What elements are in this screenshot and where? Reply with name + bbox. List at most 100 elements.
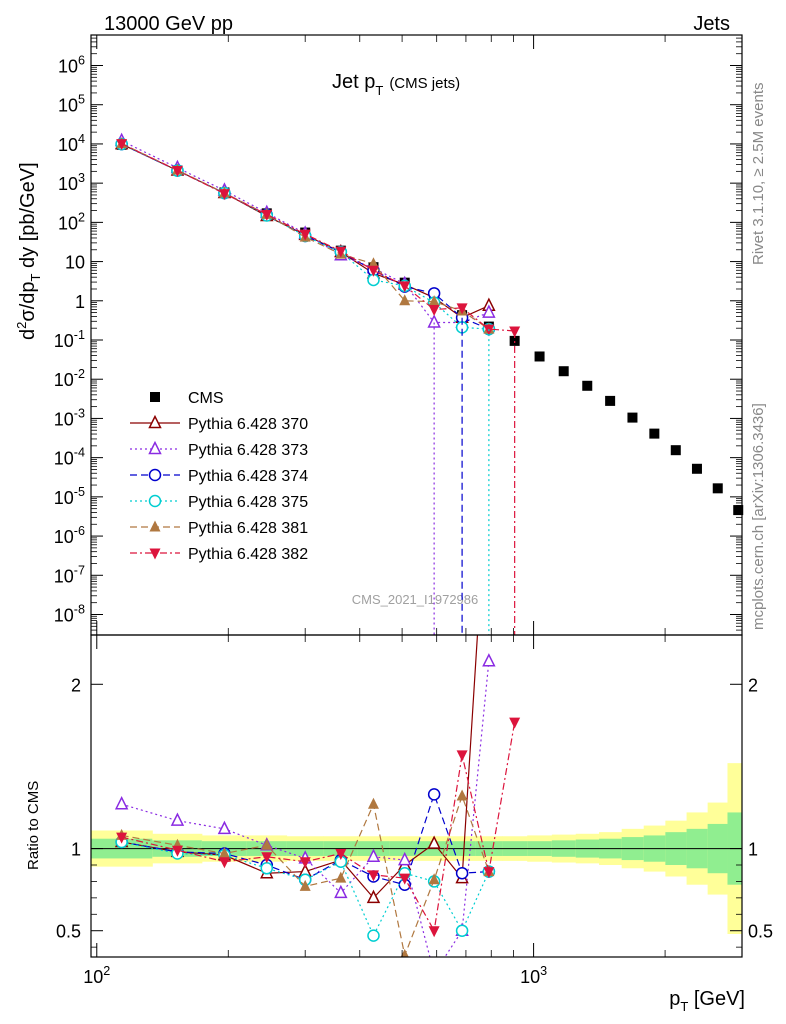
- main-point: [218, 189, 230, 201]
- main-series-line: [121, 143, 515, 332]
- x-axis-label: pT [GeV]: [669, 988, 745, 1014]
- main-point: [670, 445, 681, 456]
- ratio-point: [170, 812, 185, 826]
- main-point: [691, 463, 702, 474]
- ratio-point: [427, 835, 441, 849]
- legend-label: CMS: [188, 390, 224, 407]
- ratio-point: [260, 862, 274, 875]
- legend-entry-6: Pythia 6.428 382: [130, 546, 308, 563]
- legend-label: Pythia 6.428 381: [188, 520, 308, 537]
- ratio-point: [482, 653, 496, 667]
- axes-layer: 10-810-710-610-510-410-310-210-111010210…: [54, 34, 773, 987]
- ratio-point: [334, 884, 348, 899]
- ratio-series-1: [114, 653, 496, 957]
- main-y-tick-label: 10-5: [54, 485, 85, 508]
- main-point: [509, 335, 520, 346]
- main-point: [534, 351, 545, 362]
- collision-label: 13000 GeV pp: [104, 13, 233, 35]
- ratio-point: [367, 797, 379, 809]
- main-point: [335, 246, 347, 258]
- ratio-point: [399, 873, 411, 885]
- ratio-y-tick-label: 2: [71, 675, 81, 695]
- main-point: [627, 412, 638, 423]
- ratio-y-tick-label-right: 2: [748, 675, 758, 695]
- legend-marker: [148, 468, 162, 482]
- ratio-point: [400, 948, 409, 957]
- main-point: [649, 428, 660, 439]
- main-point: [428, 304, 440, 316]
- ratio-series-line: [121, 794, 490, 957]
- main-point: [605, 395, 616, 406]
- ratio-series-line: [121, 721, 516, 933]
- ratio-point: [366, 848, 381, 863]
- ratio-point: [335, 871, 347, 883]
- ratio-point: [428, 873, 440, 885]
- plot-title-main: Jet p: [332, 71, 375, 93]
- ratio-point: [366, 889, 381, 904]
- main-point: [582, 380, 593, 391]
- legend-entry-1: Pythia 6.428 370: [130, 414, 308, 433]
- main-series-line: [121, 140, 490, 324]
- ratio-y-tick-label-right: 1: [748, 840, 758, 860]
- x-tick-label: 103: [520, 964, 547, 987]
- legend-label: Pythia 6.428 382: [188, 546, 308, 563]
- ratio-point: [456, 750, 468, 762]
- ratio-point: [299, 857, 311, 869]
- ratio-y-tick-label-right: 0.5: [748, 922, 773, 942]
- ratio-point: [116, 832, 128, 844]
- ratio-point: [483, 867, 495, 879]
- ratio-point: [455, 924, 469, 937]
- main-point: [427, 314, 441, 328]
- plot-title-paren: (CMS jets): [389, 75, 460, 92]
- main-y-tick-label: 104: [58, 132, 85, 155]
- main-y-tick-label: 10-2: [54, 367, 85, 390]
- ratio-point: [299, 879, 311, 891]
- ratio-series-5: [116, 717, 521, 938]
- ratio-point: [261, 838, 273, 850]
- main-point: [558, 366, 569, 377]
- legend-label: Pythia 6.428 370: [188, 416, 308, 433]
- ratio-point: [455, 866, 469, 880]
- main-y-tick-label: 102: [58, 210, 85, 233]
- ratio-point: [218, 847, 230, 858]
- legend-marker: [150, 392, 160, 402]
- mcplots-label: mcplots.cern.ch [arXiv:1306.3436]: [750, 403, 767, 630]
- ratio-series-line: [121, 792, 489, 886]
- process-label: Jets: [693, 13, 730, 35]
- main-point: [482, 304, 496, 318]
- legend-marker: [149, 548, 161, 560]
- main-point: [299, 229, 311, 241]
- analysis-tag: CMS_2021_I1972986: [352, 592, 479, 607]
- main-y-tick-label: 10-6: [54, 524, 85, 547]
- ratio-series-layer: [114, 635, 521, 957]
- ratio-point: [456, 789, 468, 801]
- legend-entry-4: Pythia 6.428 375: [130, 494, 308, 511]
- main-y-tick-label: 103: [58, 171, 85, 194]
- ratio-point: [171, 845, 183, 857]
- main-point: [428, 295, 440, 307]
- legend-marker: [149, 520, 161, 532]
- ratio-point: [428, 926, 440, 938]
- ratio-point: [398, 851, 412, 866]
- legend-label: Pythia 6.428 373: [188, 442, 308, 459]
- legend-entry-5: Pythia 6.428 381: [130, 520, 308, 537]
- ratio-point: [367, 870, 379, 882]
- main-point: [171, 166, 183, 178]
- main-y-tick-label: 10-4: [54, 446, 85, 469]
- ratio-series-4: [116, 789, 495, 957]
- main-series-6: [116, 139, 521, 338]
- main-point: [367, 257, 379, 269]
- main-y-tick-label: 10-3: [54, 406, 85, 429]
- main-point: [712, 483, 723, 494]
- main-y-tick-label: 10-8: [54, 602, 85, 625]
- main-frame: [90, 34, 743, 636]
- main-y-tick-label: 10-1: [54, 328, 85, 351]
- legend-marker: [148, 414, 162, 429]
- ratio-point: [218, 857, 230, 869]
- main-y-tick-label: 106: [58, 54, 85, 77]
- x-tick-label: 102: [83, 964, 110, 987]
- ratio-point: [427, 788, 441, 801]
- legend-entry-3: Pythia 6.428 374: [130, 468, 308, 485]
- ratio-point: [335, 849, 347, 860]
